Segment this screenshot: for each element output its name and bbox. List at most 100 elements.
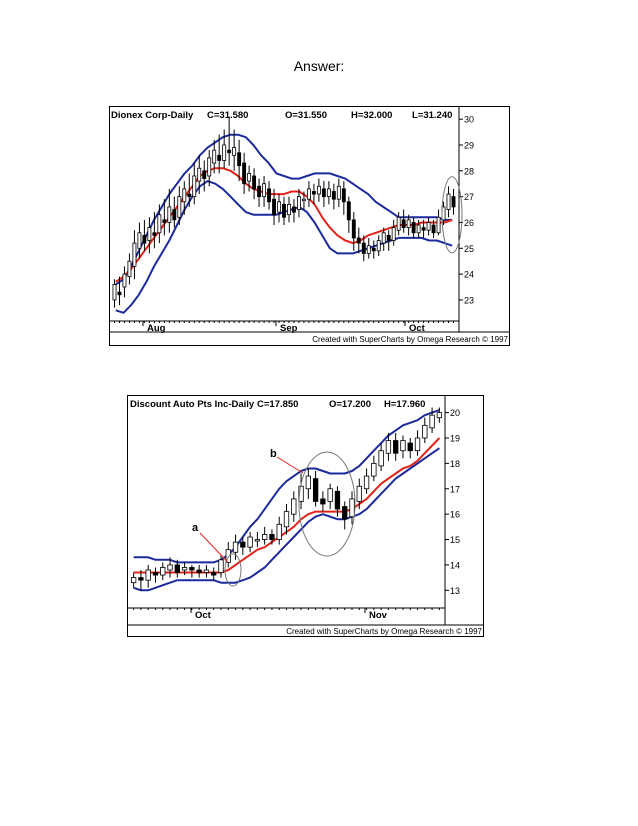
candle-body bbox=[112, 284, 117, 301]
candle-body bbox=[291, 498, 297, 515]
candle-body bbox=[240, 541, 246, 548]
candle-body bbox=[277, 201, 281, 213]
highlight-ellipse-b bbox=[298, 451, 356, 557]
candle-body bbox=[407, 442, 413, 452]
candle-body bbox=[346, 201, 351, 221]
candle-body bbox=[192, 175, 197, 198]
candle-body bbox=[262, 183, 267, 198]
candle-body bbox=[262, 534, 268, 540]
readout-close: C=31.580 bbox=[207, 110, 248, 121]
y-tick-label: 28 bbox=[464, 166, 474, 176]
candle-body bbox=[305, 475, 311, 490]
page-heading: Answer: bbox=[293, 58, 345, 74]
candle-body bbox=[287, 203, 291, 216]
candle-body bbox=[212, 149, 217, 164]
candle-body bbox=[391, 227, 396, 241]
candle-body bbox=[225, 549, 231, 563]
candle-body bbox=[197, 167, 202, 182]
candle-body bbox=[167, 206, 172, 223]
annotation-arrow-a bbox=[199, 532, 229, 563]
discount-auto-chart-svg: Discount Auto Pts Inc-Daily C=17.850 O=1… bbox=[127, 395, 484, 637]
y-tick-label: 17 bbox=[450, 484, 460, 494]
y-tick-label: 20 bbox=[450, 408, 460, 418]
candle-body bbox=[431, 224, 436, 234]
dionex-chart: Dionex Corp-Daily C=31.580 O=31.550 H=32… bbox=[109, 106, 510, 346]
candle-body bbox=[316, 185, 321, 195]
candle-body bbox=[252, 175, 257, 190]
candle-body bbox=[142, 234, 147, 244]
y-tick-label: 24 bbox=[464, 270, 474, 280]
x-tick-label: Sep bbox=[280, 323, 298, 334]
lower-bollinger-band bbox=[133, 447, 440, 592]
candle-body bbox=[349, 498, 355, 518]
candle-body bbox=[138, 577, 144, 581]
candle-body bbox=[342, 506, 348, 520]
candle-body bbox=[117, 291, 122, 296]
candle-body bbox=[130, 577, 137, 584]
candle-body bbox=[218, 559, 224, 573]
y-tick-label: 19 bbox=[450, 434, 460, 444]
candle-body bbox=[327, 488, 333, 502]
candle-body bbox=[242, 162, 247, 185]
credit-text: Created with SuperCharts by Omega Resear… bbox=[286, 627, 482, 636]
candle-body bbox=[386, 234, 391, 241]
y-tick-label: 26 bbox=[464, 218, 474, 228]
x-tick-label: Nov bbox=[369, 610, 388, 621]
candle-body bbox=[232, 541, 239, 553]
candle-body bbox=[132, 242, 137, 267]
candle-body bbox=[211, 572, 217, 576]
readout-open: O=17.200 bbox=[329, 399, 371, 410]
y-tick-label: 27 bbox=[464, 192, 474, 202]
upper-bollinger-band bbox=[115, 133, 453, 286]
candle-body bbox=[312, 478, 319, 502]
candle-body bbox=[247, 172, 252, 182]
candle-body bbox=[257, 185, 262, 198]
highlight-ellipse bbox=[441, 176, 463, 254]
candle-body bbox=[152, 232, 157, 236]
annotation-label-a: a bbox=[192, 522, 199, 534]
candle-body bbox=[411, 222, 416, 234]
candle-body bbox=[356, 485, 362, 502]
candle-body bbox=[385, 440, 392, 454]
y-tick-label: 16 bbox=[450, 510, 460, 520]
candle-body bbox=[320, 498, 326, 505]
y-tick-label: 25 bbox=[464, 244, 474, 254]
candle-body bbox=[361, 242, 366, 254]
y-tick-label: 14 bbox=[450, 560, 460, 570]
y-tick-label: 23 bbox=[464, 295, 474, 305]
candle-body bbox=[283, 511, 290, 528]
candle-body bbox=[306, 188, 311, 200]
readout-high: H=32.000 bbox=[351, 110, 392, 121]
candle-body bbox=[429, 414, 435, 429]
candle-body bbox=[341, 188, 346, 203]
readout-close: C=17.850 bbox=[257, 399, 298, 410]
candle-body bbox=[254, 539, 261, 542]
candle-body bbox=[393, 440, 399, 454]
annotation-arrow-b bbox=[276, 456, 304, 474]
candle-body bbox=[162, 219, 167, 223]
candle-body bbox=[267, 188, 271, 203]
credit-text: Created with SuperCharts by Omega Resear… bbox=[312, 335, 508, 344]
candle-body bbox=[297, 196, 301, 210]
candle-body bbox=[167, 564, 173, 571]
candle-body bbox=[272, 198, 276, 216]
candle-body bbox=[356, 237, 361, 244]
candle-body bbox=[376, 240, 381, 252]
candle-body bbox=[181, 567, 188, 571]
y-tick-label: 18 bbox=[450, 459, 460, 469]
candle-body bbox=[196, 569, 202, 573]
y-tick-label: 29 bbox=[464, 140, 474, 150]
dionex-chart-svg: Dionex Corp-Daily C=31.580 O=31.550 H=32… bbox=[109, 106, 510, 346]
candle-body bbox=[396, 216, 401, 231]
chart-title: Discount Auto Pts Inc-Daily bbox=[130, 399, 255, 410]
candle-body bbox=[177, 196, 182, 218]
candle-body bbox=[371, 247, 376, 252]
candle-body bbox=[363, 475, 370, 490]
candle-body bbox=[217, 154, 222, 161]
candle-body bbox=[137, 232, 142, 249]
candle-body bbox=[276, 523, 282, 540]
candle-body bbox=[147, 227, 152, 241]
candle-body bbox=[381, 232, 386, 244]
candle-body bbox=[366, 245, 371, 254]
readout-low: L=31.240 bbox=[412, 110, 452, 121]
